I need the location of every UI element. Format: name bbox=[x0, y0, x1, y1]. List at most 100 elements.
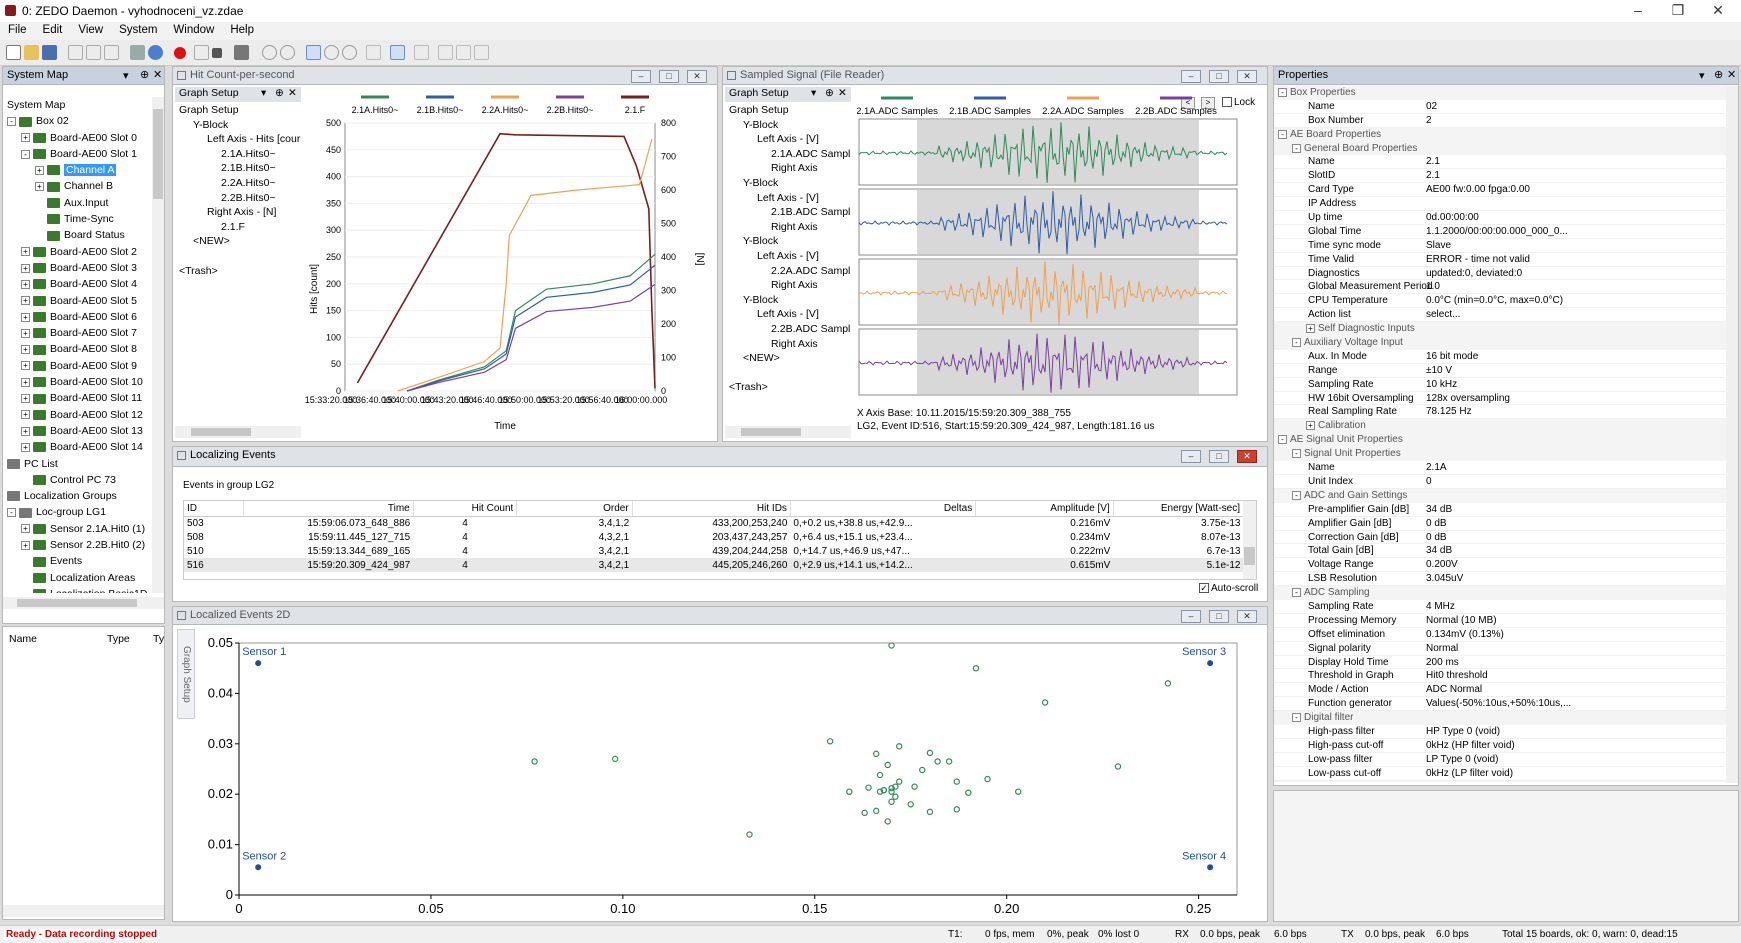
tree-item[interactable]: - Loc-group LG1 bbox=[7, 504, 152, 520]
dock-icon[interactable]: ⊕ bbox=[140, 69, 150, 81]
property-row[interactable]: Range ±10 V bbox=[1274, 364, 1726, 378]
table-row[interactable]: 510 15:59:13.344_689_165 4 3,4,2,1 439,204,2… bbox=[184, 544, 1244, 558]
save-icon[interactable] bbox=[42, 45, 57, 60]
graph-setup-item[interactable] bbox=[179, 249, 301, 264]
record-icon[interactable] bbox=[174, 47, 186, 59]
cursor-icon[interactable] bbox=[366, 45, 381, 60]
graph-setup-item[interactable]: Y-Block bbox=[729, 176, 851, 191]
sampled-signal-chart[interactable]: 2.1A.ADC Samples 2.1B.ADC Samples 2.2A.ADC… bbox=[857, 89, 1267, 429]
maximize-button[interactable]: ❐ bbox=[1671, 2, 1685, 18]
property-category[interactable]: - ADC Sampling bbox=[1274, 586, 1726, 600]
property-category[interactable]: - AE Signal Unit Properties bbox=[1274, 433, 1726, 448]
property-category[interactable]: - ADC and Gain Settings bbox=[1274, 488, 1726, 503]
expand-icon[interactable]: + bbox=[35, 182, 44, 192]
open-icon[interactable] bbox=[24, 45, 39, 60]
col-name[interactable]: Name bbox=[9, 633, 38, 645]
expand-icon[interactable]: + bbox=[21, 394, 30, 404]
list-horizontal-scrollbar[interactable] bbox=[3, 905, 164, 917]
tree-item[interactable]: + Board-AE00 Slot 0 bbox=[7, 130, 152, 146]
property-row[interactable]: Processing Memory Normal (10 MB) bbox=[1274, 614, 1726, 628]
property-category[interactable]: - Signal Unit Properties bbox=[1274, 447, 1726, 462]
menu-help[interactable]: Help bbox=[230, 24, 254, 36]
tree-item[interactable]: + Sensor 2.2B.Hit0 (2) bbox=[7, 537, 152, 553]
expand-icon[interactable]: - bbox=[21, 149, 30, 159]
close-icon[interactable]: ✕ bbox=[153, 69, 163, 81]
graph-setup-item[interactable]: Y-Block bbox=[729, 118, 851, 133]
localized-scatter-chart[interactable]: 0 0.05 0.10 0.15 0.20 0.25 0 0.01 0.02 0.03 0.04 0.… bbox=[197, 627, 1263, 919]
expand-icon[interactable]: + bbox=[21, 442, 30, 452]
tree-item[interactable]: Localization Areas bbox=[7, 570, 152, 586]
select-icon[interactable] bbox=[390, 45, 405, 60]
tree-item[interactable]: + Board-AE00 Slot 4 bbox=[7, 276, 152, 292]
pin-icon[interactable]: ⊕ bbox=[825, 87, 834, 99]
property-row[interactable]: Offset elimination 0.134mV (0.13%) bbox=[1274, 628, 1726, 642]
tree-item[interactable]: PC List bbox=[7, 456, 152, 472]
column-header[interactable]: Order bbox=[516, 501, 633, 517]
property-row[interactable]: Box Number 2 bbox=[1274, 114, 1726, 128]
graph-setup-item[interactable]: <NEW> bbox=[729, 351, 851, 366]
tree-item[interactable]: + Board-AE00 Slot 3 bbox=[7, 260, 152, 276]
tree-item[interactable]: + Sensor 2.1A.Hit0 (1) bbox=[7, 521, 152, 537]
expand-icon[interactable]: + bbox=[21, 279, 30, 289]
expand-icon[interactable]: + bbox=[1306, 421, 1315, 431]
minimize-panel-button[interactable]: – bbox=[631, 70, 651, 83]
lock-checkbox[interactable]: Lock bbox=[1222, 97, 1255, 108]
zoom-x-icon[interactable] bbox=[324, 45, 339, 60]
property-row[interactable]: LSB Resolution 3.045uV bbox=[1274, 572, 1726, 587]
tree-item[interactable]: + Board-AE00 Slot 10 bbox=[7, 374, 152, 390]
column-header[interactable]: Energy [Watt-sec] bbox=[1113, 501, 1245, 517]
property-row[interactable]: Sampling Rate 10 kHz bbox=[1274, 378, 1726, 392]
dock-icon[interactable]: ⊕ bbox=[1714, 69, 1724, 81]
tree-item[interactable]: + Board-AE00 Slot 14 bbox=[7, 439, 152, 455]
property-row[interactable]: Sampling Rate 4 MHz bbox=[1274, 600, 1726, 614]
maximize-panel-button[interactable]: □ bbox=[1209, 610, 1229, 623]
graph-setup-item[interactable]: Y-Block bbox=[729, 293, 851, 308]
expand-icon[interactable]: - bbox=[1292, 490, 1301, 500]
align-center-icon[interactable] bbox=[456, 45, 471, 60]
graph-setup-item[interactable]: 2.1.F bbox=[179, 220, 301, 235]
hit-count-chart[interactable]: 0 50 100 150 200 250 300 350 400 450 500 0 100 200 300… bbox=[305, 89, 715, 439]
expand-icon[interactable]: - bbox=[1292, 713, 1301, 723]
graph-setup-item[interactable]: Right Axis bbox=[729, 161, 851, 176]
tree-item[interactable]: Control PC 73 bbox=[7, 472, 152, 488]
close-panel-button[interactable]: ✕ bbox=[1237, 610, 1257, 623]
property-category[interactable]: -Counts bbox=[1274, 780, 1726, 782]
properties-scrollbar[interactable] bbox=[1726, 86, 1738, 783]
tree-item[interactable]: + Channel B bbox=[7, 178, 152, 194]
tree-item[interactable]: Aux.Input bbox=[7, 195, 152, 211]
network-icon[interactable] bbox=[130, 45, 145, 60]
property-row[interactable]: Pre-amplifier Gain [dB] 34 dB bbox=[1274, 503, 1726, 517]
property-row[interactable]: Amplifier Gain [dB] 0 dB bbox=[1274, 517, 1726, 531]
property-row[interactable]: Time sync mode Slave bbox=[1274, 239, 1726, 253]
zoom-out-icon[interactable] bbox=[280, 45, 295, 60]
expand-icon[interactable]: + bbox=[21, 312, 30, 322]
tree-item[interactable]: System Map bbox=[7, 97, 152, 113]
close-icon[interactable]: ✕ bbox=[288, 87, 297, 99]
marker-icon[interactable] bbox=[414, 45, 429, 60]
table-row[interactable]: 503 15:59:06.073_648_886 4 3,4,1,2 433,200,2… bbox=[184, 516, 1244, 530]
stop-icon[interactable] bbox=[212, 48, 222, 58]
paste-icon[interactable] bbox=[104, 45, 119, 60]
graph-setup-item[interactable]: <Trash> bbox=[729, 380, 851, 395]
property-row[interactable]: Name 02 bbox=[1274, 100, 1726, 114]
graph-setup-item[interactable]: <Trash> bbox=[179, 264, 301, 279]
expand-icon[interactable]: - bbox=[1292, 143, 1301, 153]
dropdown-icon[interactable]: ▾ bbox=[261, 87, 267, 99]
graph-setup-item[interactable] bbox=[729, 366, 851, 381]
property-row[interactable]: High-pass cut-off 0kHz (HP filter void) bbox=[1274, 739, 1726, 753]
graph-setup-scrollbar[interactable] bbox=[725, 426, 851, 438]
expand-icon[interactable]: - bbox=[7, 508, 16, 518]
property-row[interactable]: HW 16bit Oversampling 128x oversampling bbox=[1274, 392, 1726, 406]
graph-setup-item[interactable]: Left Axis - [V] bbox=[729, 307, 851, 322]
expand-icon[interactable]: + bbox=[21, 426, 30, 436]
property-row[interactable]: Aux. In Mode 16 bit mode bbox=[1274, 350, 1726, 364]
column-header[interactable]: Time bbox=[243, 501, 414, 517]
maximize-panel-button[interactable]: □ bbox=[659, 70, 679, 83]
property-row[interactable]: Global Time 1.1.2000/00:00:00.000_000_0..… bbox=[1274, 225, 1726, 239]
property-row[interactable]: Display Hold Time 200 ms bbox=[1274, 656, 1726, 670]
new-icon[interactable] bbox=[6, 45, 21, 60]
expand-icon[interactable]: - bbox=[7, 117, 16, 127]
column-header[interactable]: Amplitude [V] bbox=[975, 501, 1114, 517]
align-right-icon[interactable] bbox=[474, 45, 489, 60]
tree-item[interactable]: Time-Sync bbox=[7, 211, 152, 227]
